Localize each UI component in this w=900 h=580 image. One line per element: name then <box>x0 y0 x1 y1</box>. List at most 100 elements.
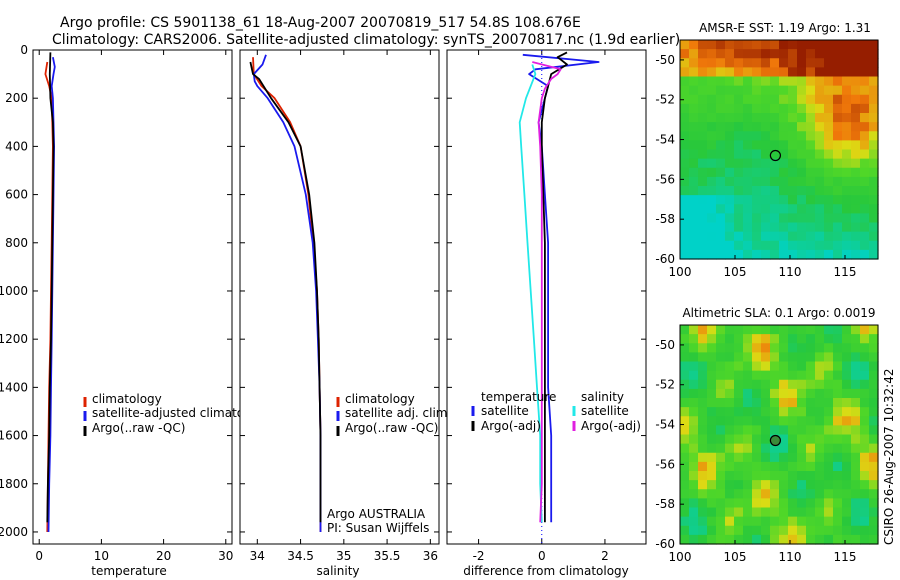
map-cell <box>743 507 753 518</box>
map-cell <box>680 222 690 233</box>
map-cell <box>707 525 717 536</box>
map-cell <box>824 76 834 87</box>
map-cell <box>815 434 825 445</box>
salinity-series <box>249 54 322 532</box>
map-cell <box>851 425 861 436</box>
map-cell <box>689 122 699 132</box>
map-cell <box>707 489 717 499</box>
map-cell <box>770 516 780 527</box>
map-cell <box>779 425 789 436</box>
map-cell <box>743 76 753 87</box>
map-cell <box>797 416 807 426</box>
map-cell <box>707 379 717 390</box>
map-cell <box>770 480 780 490</box>
map-cell <box>680 195 690 205</box>
map-cell <box>698 49 708 59</box>
legend-label-temp-argo: Argo(-adj) <box>481 419 541 433</box>
map-cell <box>842 222 852 233</box>
map-cell <box>806 480 816 490</box>
map-cell <box>788 498 798 509</box>
map-cell <box>761 388 771 399</box>
map-cell <box>815 49 825 59</box>
map-cell <box>860 461 870 472</box>
map-cell <box>815 325 825 335</box>
map-cell <box>734 471 744 481</box>
salinity-axes-frame <box>239 49 440 545</box>
map-cell <box>860 113 870 123</box>
map-cell <box>743 213 753 224</box>
map-cell <box>860 222 870 233</box>
map-cell <box>815 140 825 151</box>
map-cell <box>779 398 789 408</box>
map-cell <box>797 461 807 472</box>
map-cell <box>815 452 825 463</box>
map-cell <box>851 516 861 527</box>
map-cell <box>824 471 834 481</box>
map-cell <box>842 434 852 445</box>
map-cell <box>797 343 807 353</box>
map-cell <box>689 113 699 123</box>
sst-map-frame <box>679 39 879 260</box>
map-cell <box>725 452 735 463</box>
map-cell <box>797 103 807 114</box>
legend-label-satellite: satellite-adjusted climatology <box>92 406 270 420</box>
map-cell <box>806 471 816 481</box>
map-cell <box>860 534 870 545</box>
map-cell <box>824 425 834 436</box>
map-cell <box>752 231 762 242</box>
map-cell <box>698 343 708 353</box>
map-cell <box>698 334 708 344</box>
map-cell <box>716 379 726 390</box>
y-tick-label: 2000 <box>0 525 28 539</box>
map-cell <box>734 158 744 169</box>
map-cell <box>833 94 843 105</box>
map-cell <box>743 516 753 527</box>
map-cell <box>689 140 699 151</box>
map-cell <box>824 480 834 490</box>
map-cell <box>680 176 690 187</box>
map-cell <box>698 158 708 169</box>
map-cell <box>698 416 708 426</box>
map-cell <box>869 186 879 196</box>
map-cell <box>761 149 771 160</box>
argo-pi-note: PI: Susan Wijffels <box>327 521 429 535</box>
map-cell <box>851 113 861 123</box>
map-cell <box>806 249 816 260</box>
map-cell <box>779 388 789 399</box>
map-cell <box>734 443 744 454</box>
map-cell <box>779 122 789 132</box>
map-cell <box>806 94 816 105</box>
sla-map-ticks: 100 105 110 115 -50 -52 -54 -56 -58 -60 <box>655 338 856 564</box>
map-cell <box>680 58 690 68</box>
map-cell <box>869 176 879 187</box>
map-cell <box>869 434 879 445</box>
map-cell <box>851 452 861 463</box>
map-cell <box>725 443 735 454</box>
map-cell <box>725 131 735 141</box>
map-cell <box>797 434 807 445</box>
map-cell <box>689 167 699 178</box>
map-cell <box>860 398 870 408</box>
map-cell <box>770 49 780 59</box>
map-cell <box>716 516 726 527</box>
map-cell <box>806 516 816 527</box>
map-cell <box>716 343 726 353</box>
map-cell <box>806 425 816 436</box>
map-cell <box>770 325 780 335</box>
map-cell <box>716 176 726 187</box>
map-cell <box>788 461 798 472</box>
map-cell <box>761 186 771 196</box>
map-cell <box>707 231 717 242</box>
map-cell <box>752 240 762 251</box>
map-cell <box>779 103 789 114</box>
map-cell <box>689 67 699 78</box>
map-cell <box>725 471 735 481</box>
map-cell <box>752 325 762 335</box>
map-cell <box>689 525 699 536</box>
map-cell <box>851 240 861 251</box>
map-cell <box>689 195 699 205</box>
map-cell <box>725 425 735 436</box>
map-cell <box>860 379 870 390</box>
temperature-ticks: 0 10 20 30 0 200 400 600 800 1000 1200 1400 1600 1800… <box>0 43 233 563</box>
map-cell <box>680 67 690 78</box>
